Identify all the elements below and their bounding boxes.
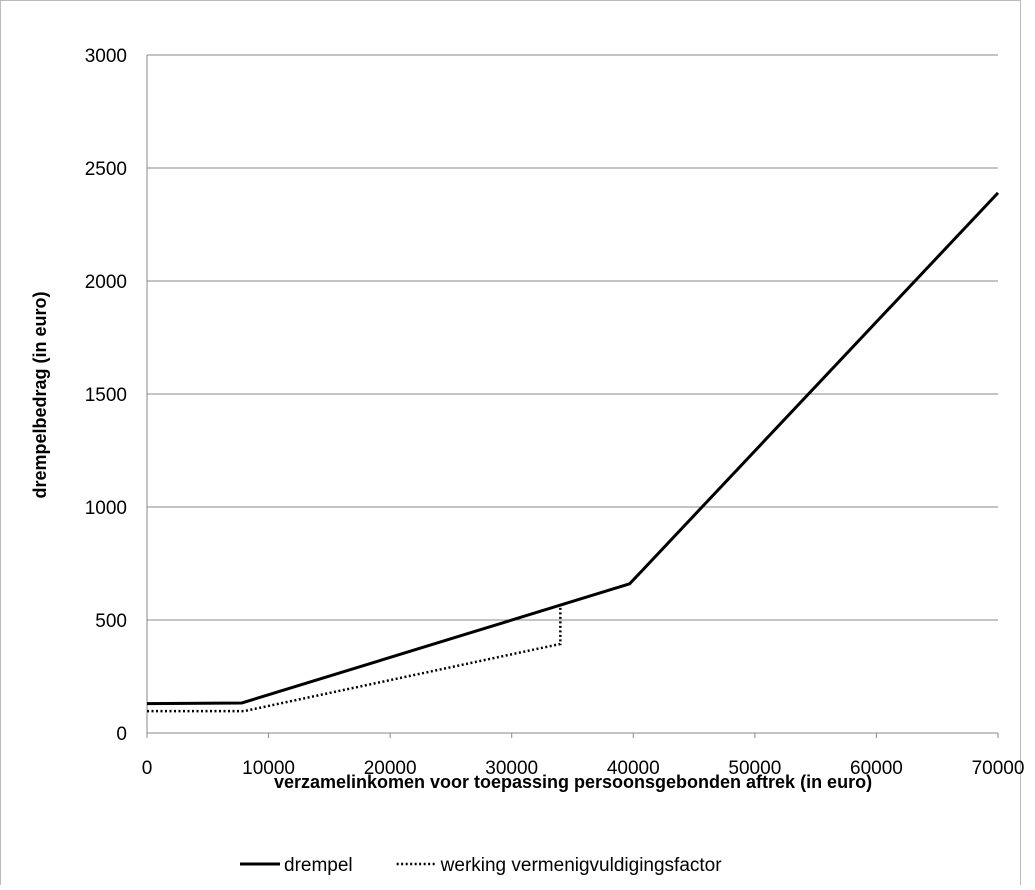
y-tick-label: 2000 [85, 272, 127, 293]
x-tick-label: 60000 [850, 758, 903, 779]
x-tick-label: 50000 [728, 758, 781, 779]
y-tick-label: 500 [95, 611, 127, 632]
x-axis-label: verzamelinkomen voor toepassing persoons… [274, 772, 872, 792]
x-tick-label: 0 [142, 758, 153, 779]
y-tick-label: 0 [116, 724, 127, 745]
y-tick-label: 2500 [85, 159, 127, 180]
legend-label: werking vermenigvuldigingsfactor [440, 855, 723, 876]
x-tick-label: 40000 [607, 758, 660, 779]
y-tick-label: 1000 [85, 498, 127, 519]
y-axis-label: drempelbedrag (in euro) [30, 291, 50, 498]
x-tick-label: 10000 [242, 758, 295, 779]
x-tick-label: 20000 [364, 758, 417, 779]
legend-label: drempel [284, 855, 353, 876]
x-tick-label: 70000 [972, 758, 1025, 779]
x-tick-label: 30000 [485, 758, 538, 779]
y-tick-label: 3000 [85, 46, 127, 67]
line [146, 191, 1000, 706]
y-tick-label: 1500 [85, 385, 127, 406]
